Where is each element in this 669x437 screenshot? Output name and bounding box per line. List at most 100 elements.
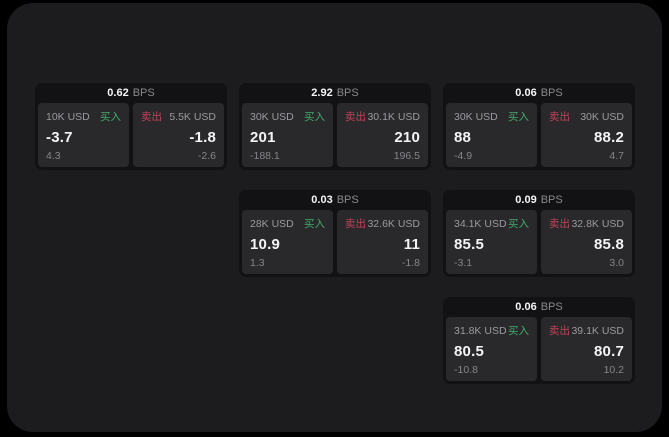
quote-card: 0.06 BPS 30K USD 买入 88 -4.9 卖出 30K USD 8… <box>443 83 635 170</box>
sell-pane[interactable]: 卖出 5.5K USD -1.8 -2.6 <box>133 103 224 167</box>
buy-size: 30K USD <box>250 110 294 123</box>
spread-unit-label: BPS <box>540 194 563 206</box>
sell-price: 80.7 <box>594 342 624 360</box>
card-body: 34.1K USD 买入 85.5 -3.1 卖出 32.8K USD 85.8… <box>446 210 632 274</box>
sell-action-label[interactable]: 卖出 <box>345 111 366 123</box>
sell-pane-top: 卖出 5.5K USD <box>141 109 216 124</box>
card-body: 30K USD 买入 201 -188.1 卖出 30.1K USD 210 1… <box>242 103 428 167</box>
buy-change: -188.1 <box>250 150 280 162</box>
buy-action-label[interactable]: 买入 <box>100 111 121 123</box>
sell-price: -1.8 <box>189 128 216 146</box>
spread-unit-label: BPS <box>336 194 359 206</box>
buy-pane[interactable]: 34.1K USD 买入 85.5 -3.1 <box>446 210 537 274</box>
buy-action-label[interactable]: 买入 <box>508 218 529 230</box>
sell-change: -1.8 <box>401 257 420 269</box>
buy-size: 30K USD <box>454 110 498 123</box>
quote-card: 0.62 BPS 10K USD 买入 -3.7 4.3 卖出 5.5K USD… <box>35 83 227 170</box>
sell-change: 4.7 <box>609 150 624 162</box>
sell-action-label[interactable]: 卖出 <box>549 111 570 123</box>
card-body: 31.8K USD 买入 80.5 -10.8 卖出 39.1K USD 80.… <box>446 317 632 381</box>
buy-price: 88 <box>454 128 472 146</box>
quote-card: 0.06 BPS 31.8K USD 买入 80.5 -10.8 卖出 39.1… <box>443 297 635 384</box>
spread-unit-label: BPS <box>336 87 359 99</box>
quote-card: 0.03 BPS 28K USD 买入 10.9 1.3 卖出 32.6K US… <box>239 190 431 277</box>
sell-size: 5.5K USD <box>169 110 216 123</box>
buy-pane-top: 28K USD 买入 <box>250 216 325 231</box>
sell-size: 32.6K USD <box>367 217 420 230</box>
sell-pane-top: 卖出 32.8K USD <box>549 216 624 231</box>
buy-pane-top: 30K USD 买入 <box>454 109 529 124</box>
buy-price: 80.5 <box>454 342 484 360</box>
sell-pane-top: 卖出 39.1K USD <box>549 323 624 338</box>
buy-size: 31.8K USD <box>454 324 507 337</box>
buy-change: -3.1 <box>454 257 473 269</box>
buy-price: 85.5 <box>454 235 484 253</box>
sell-change: 3.0 <box>609 257 624 269</box>
buy-pane[interactable]: 30K USD 买入 201 -188.1 <box>242 103 333 167</box>
buy-pane[interactable]: 28K USD 买入 10.9 1.3 <box>242 210 333 274</box>
buy-price: -3.7 <box>46 128 73 146</box>
buy-pane-top: 10K USD 买入 <box>46 109 121 124</box>
sell-price: 85.8 <box>594 235 624 253</box>
spread-value: 0.09 <box>515 194 537 206</box>
quote-card: 2.92 BPS 30K USD 买入 201 -188.1 卖出 30.1K … <box>239 83 431 170</box>
card-body: 30K USD 买入 88 -4.9 卖出 30K USD 88.2 4.7 <box>446 103 632 167</box>
card-header: 0.03 BPS <box>242 190 428 210</box>
spread-unit-label: BPS <box>540 301 563 313</box>
buy-change: 4.3 <box>46 150 61 162</box>
buy-pane-top: 30K USD 买入 <box>250 109 325 124</box>
sell-size: 39.1K USD <box>571 324 624 337</box>
sell-change: 10.2 <box>603 364 624 376</box>
buy-size: 34.1K USD <box>454 217 507 230</box>
sell-pane[interactable]: 卖出 30.1K USD 210 196.5 <box>337 103 428 167</box>
sell-size: 30K USD <box>580 110 624 123</box>
buy-pane-top: 31.8K USD 买入 <box>454 323 529 338</box>
sell-change: 196.5 <box>393 150 420 162</box>
card-body: 28K USD 买入 10.9 1.3 卖出 32.6K USD 11 -1.8 <box>242 210 428 274</box>
sell-pane[interactable]: 卖出 30K USD 88.2 4.7 <box>541 103 632 167</box>
buy-action-label[interactable]: 买入 <box>304 218 325 230</box>
buy-size: 10K USD <box>46 110 90 123</box>
buy-change: -10.8 <box>454 364 478 376</box>
sell-size: 32.8K USD <box>571 217 624 230</box>
buy-action-label[interactable]: 买入 <box>508 111 529 123</box>
card-header: 0.06 BPS <box>446 83 632 103</box>
buy-change: 1.3 <box>250 257 265 269</box>
sell-pane-top: 卖出 30K USD <box>549 109 624 124</box>
spread-value: 2.92 <box>311 87 333 99</box>
sell-change: -2.6 <box>197 150 216 162</box>
sell-pane-top: 卖出 32.6K USD <box>345 216 420 231</box>
sell-action-label[interactable]: 卖出 <box>549 218 570 230</box>
sell-price: 11 <box>403 235 420 253</box>
spread-value: 0.06 <box>515 87 537 99</box>
sell-pane[interactable]: 卖出 32.6K USD 11 -1.8 <box>337 210 428 274</box>
sell-size: 30.1K USD <box>367 110 420 123</box>
sell-pane-top: 卖出 30.1K USD <box>345 109 420 124</box>
buy-pane[interactable]: 31.8K USD 买入 80.5 -10.8 <box>446 317 537 381</box>
card-header: 0.09 BPS <box>446 190 632 210</box>
sell-pane[interactable]: 卖出 39.1K USD 80.7 10.2 <box>541 317 632 381</box>
sell-action-label[interactable]: 卖出 <box>141 111 162 123</box>
buy-change: -4.9 <box>454 150 473 162</box>
buy-pane[interactable]: 30K USD 买入 88 -4.9 <box>446 103 537 167</box>
card-header: 0.62 BPS <box>38 83 224 103</box>
buy-action-label[interactable]: 买入 <box>304 111 325 123</box>
spread-value: 0.62 <box>107 87 129 99</box>
sell-price: 88.2 <box>594 128 624 146</box>
card-header: 2.92 BPS <box>242 83 428 103</box>
buy-size: 28K USD <box>250 217 294 230</box>
card-body: 10K USD 买入 -3.7 4.3 卖出 5.5K USD -1.8 -2.… <box>38 103 224 167</box>
spread-unit-label: BPS <box>132 87 155 99</box>
buy-price: 10.9 <box>250 235 280 253</box>
buy-action-label[interactable]: 买入 <box>508 325 529 337</box>
buy-price: 201 <box>250 128 276 146</box>
buy-pane[interactable]: 10K USD 买入 -3.7 4.3 <box>38 103 129 167</box>
sell-action-label[interactable]: 卖出 <box>549 325 570 337</box>
sell-pane[interactable]: 卖出 32.8K USD 85.8 3.0 <box>541 210 632 274</box>
quote-card: 0.09 BPS 34.1K USD 买入 85.5 -3.1 卖出 32.8K… <box>443 190 635 277</box>
sell-action-label[interactable]: 卖出 <box>345 218 366 230</box>
card-header: 0.06 BPS <box>446 297 632 317</box>
sell-price: 210 <box>394 128 420 146</box>
spread-unit-label: BPS <box>540 87 563 99</box>
spread-value: 0.06 <box>515 301 537 313</box>
